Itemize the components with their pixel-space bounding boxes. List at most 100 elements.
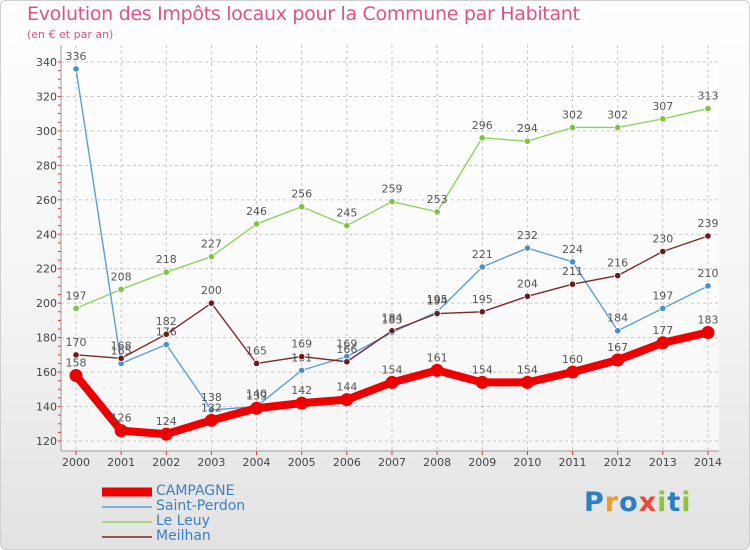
data-point-campagne (566, 365, 580, 379)
data-label-campagne: 132 (201, 401, 222, 414)
data-label-saint-perdon: 184 (607, 312, 628, 325)
data-label-meilhan: 211 (562, 265, 583, 278)
data-point-meilhan (704, 232, 712, 240)
data-point-le-leuy (523, 137, 532, 145)
data-point-saint-perdon (162, 340, 170, 349)
y-tick-label: 260 (36, 194, 57, 207)
data-label-saint-perdon: 138 (201, 391, 222, 404)
data-label-campagne: 161 (427, 351, 448, 364)
data-label-saint-perdon: 169 (336, 338, 357, 351)
data-label-le-leuy: 302 (562, 108, 583, 121)
data-label-campagne: 160 (562, 353, 583, 366)
data-point-campagne (385, 375, 399, 389)
legend-label-saint-perdon: Saint-Perdon (156, 498, 246, 514)
data-point-saint-perdon (72, 65, 80, 73)
data-label-campagne: 177 (652, 324, 673, 337)
data-point-saint-perdon (614, 327, 622, 335)
data-point-le-leuy (343, 222, 351, 230)
y-tick-label: 120 (36, 435, 57, 448)
data-point-meilhan (162, 330, 170, 338)
data-label-campagne: 142 (291, 384, 312, 397)
y-tick-label: 220 (36, 263, 57, 276)
data-label-meilhan: 216 (607, 257, 628, 270)
data-point-meilhan (207, 299, 216, 307)
data-label-le-leuy: 246 (246, 205, 267, 218)
data-label-campagne: 144 (336, 381, 357, 394)
data-label-campagne: 124 (156, 415, 177, 428)
data-label-meilhan: 168 (111, 339, 132, 352)
legend-swatch-meilhan (102, 536, 152, 538)
data-point-saint-perdon (659, 304, 667, 312)
data-label-le-leuy: 227 (201, 238, 222, 251)
y-tick-label: 160 (36, 366, 57, 379)
y-tick-label: 240 (36, 228, 57, 241)
data-point-meilhan (568, 280, 577, 288)
data-point-le-leuy (568, 123, 577, 132)
chart-title: Evolution des Impôts locaux pour la Comm… (27, 3, 580, 25)
data-label-campagne: 139 (246, 389, 267, 402)
data-label-meilhan: 169 (291, 338, 312, 351)
data-label-le-leuy: 307 (652, 100, 673, 113)
data-point-campagne (520, 375, 534, 389)
data-point-meilhan (614, 272, 622, 280)
data-point-saint-perdon (704, 282, 712, 290)
data-point-meilhan (523, 292, 532, 300)
data-point-le-leuy (72, 304, 80, 312)
y-tick-label: 280 (36, 159, 57, 172)
data-point-le-leuy (252, 220, 261, 228)
data-point-saint-perdon (298, 366, 306, 374)
x-tick-label: 2013 (649, 456, 677, 469)
data-label-saint-perdon: 336 (66, 50, 87, 63)
x-tick-label: 2014 (694, 456, 722, 469)
data-point-le-leuy (162, 268, 170, 276)
data-label-saint-perdon: 140 (246, 388, 267, 401)
x-tick-label: 2010 (513, 456, 541, 469)
data-point-campagne (159, 427, 173, 441)
data-label-meilhan: 182 (156, 315, 177, 328)
data-label-le-leuy: 313 (697, 90, 718, 103)
data-point-campagne (69, 369, 83, 383)
data-point-le-leuy (207, 253, 216, 261)
data-point-campagne (204, 413, 218, 427)
legend-swatch-campagne (102, 487, 152, 497)
x-tick-label: 2004 (243, 456, 271, 469)
data-label-saint-perdon: 232 (517, 229, 538, 242)
data-label-meilhan: 166 (336, 343, 357, 356)
data-label-campagne: 154 (517, 363, 538, 376)
data-label-meilhan: 239 (697, 217, 718, 230)
data-label-le-leuy: 259 (381, 183, 402, 196)
data-label-campagne: 126 (111, 412, 132, 425)
legend-label-campagne: CAMPAGNE (156, 483, 235, 499)
data-point-meilhan (252, 359, 261, 368)
data-point-saint-perdon (523, 244, 532, 252)
data-label-le-leuy: 302 (607, 108, 628, 121)
data-label-meilhan: 200 (201, 284, 222, 297)
data-label-le-leuy: 245 (336, 207, 357, 220)
data-point-saint-perdon (207, 406, 216, 414)
data-point-le-leuy (478, 134, 486, 142)
data-point-campagne (475, 375, 489, 389)
data-point-campagne (114, 424, 128, 438)
data-label-campagne: 154 (472, 363, 493, 376)
data-point-saint-perdon (478, 263, 486, 271)
x-tick-label: 2009 (468, 456, 496, 469)
data-point-le-leuy (298, 203, 306, 211)
plot-area (61, 45, 719, 451)
x-tick-label: 2005 (288, 456, 316, 469)
data-label-le-leuy: 294 (517, 122, 538, 135)
data-point-le-leuy (117, 285, 125, 293)
data-point-le-leuy (433, 208, 441, 216)
data-point-campagne (656, 336, 670, 350)
data-label-meilhan: 194 (427, 295, 448, 308)
data-point-meilhan (72, 351, 80, 359)
proxiti-logo: Proxiti (584, 487, 692, 518)
data-label-saint-perdon: 224 (562, 243, 583, 256)
y-tick-label: 300 (36, 125, 57, 138)
y-tick-label: 320 (36, 90, 57, 103)
data-point-meilhan (659, 247, 667, 256)
data-point-campagne (295, 396, 309, 410)
y-tick-label: 140 (36, 401, 57, 414)
data-label-meilhan: 184 (381, 312, 402, 325)
